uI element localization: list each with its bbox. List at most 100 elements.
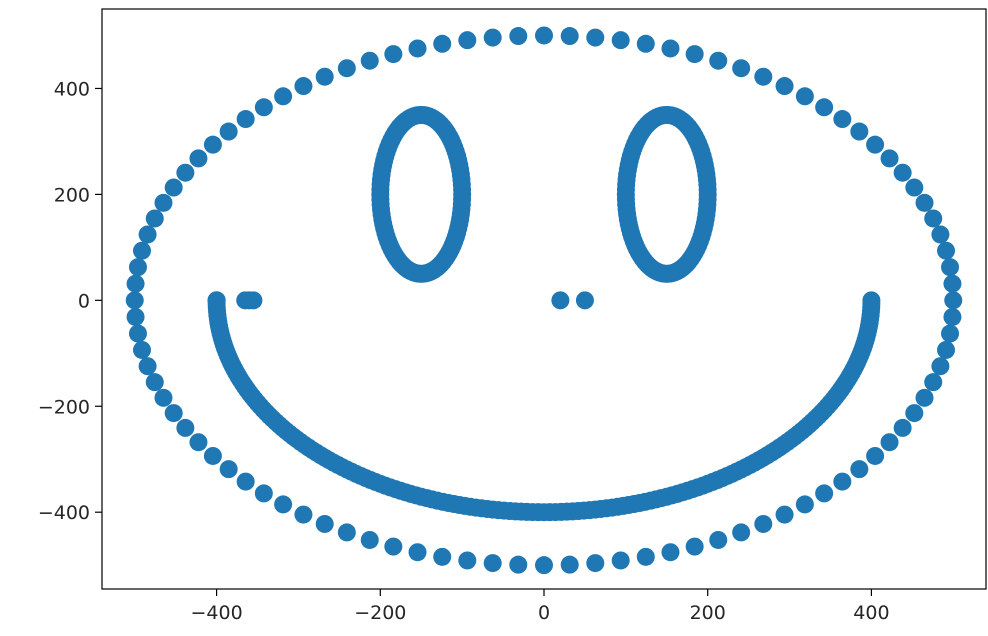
scatter-point	[880, 433, 899, 452]
scatter-point	[685, 537, 704, 556]
scatter-point	[207, 291, 226, 310]
scatter-point	[483, 28, 502, 47]
scatter-point	[866, 446, 885, 465]
scatter-point	[754, 67, 773, 86]
scatter-point	[360, 51, 379, 70]
scatter-point	[203, 135, 222, 154]
scatter-point	[458, 31, 477, 50]
scatter-point	[274, 87, 293, 106]
scatter-point	[244, 291, 263, 310]
scatter-point	[862, 291, 881, 310]
scatter-point	[219, 122, 238, 141]
scatter-point	[732, 523, 751, 542]
scatter-point	[636, 34, 655, 53]
scatter-point	[154, 193, 173, 212]
scatter-point	[128, 258, 147, 277]
scatter-point	[408, 543, 427, 562]
scatter-point	[775, 77, 794, 96]
scatter-point	[941, 258, 960, 277]
plot-frame	[101, 8, 987, 590]
scatter-point	[203, 446, 222, 465]
scatter-point	[915, 193, 934, 212]
y-tick-label: 400	[54, 78, 90, 100]
scatter-point	[132, 340, 151, 359]
x-tick-label: 400	[853, 602, 889, 624]
scatter-point	[236, 110, 255, 129]
x-tick-label: 200	[690, 602, 726, 624]
scatter-point	[294, 77, 313, 96]
scatter-point	[880, 149, 899, 168]
left-eye-ellipse-series	[371, 105, 472, 283]
scatter-point	[586, 554, 605, 573]
scatter-point	[315, 514, 334, 533]
scatter-point	[937, 241, 956, 260]
scatter-point	[176, 163, 195, 182]
mouth-lower-half-circle-series	[207, 291, 881, 522]
scatter-point	[709, 530, 728, 549]
scatter-point	[661, 543, 680, 562]
scatter-point	[145, 209, 164, 228]
scatter-point	[483, 554, 502, 573]
scatter-point	[754, 514, 773, 533]
scatter-point	[944, 291, 963, 310]
mouth-left-corner-points-series	[207, 291, 263, 310]
scatter-point	[509, 27, 528, 46]
scatter-point	[893, 163, 912, 182]
scatter-point	[937, 340, 956, 359]
x-tick-label: −200	[354, 602, 406, 624]
scatter-point	[384, 537, 403, 556]
scatter-point	[176, 418, 195, 437]
scatter-point	[685, 45, 704, 64]
scatter-point	[408, 39, 427, 58]
scatter-point	[132, 241, 151, 260]
scatter-point	[833, 110, 852, 129]
scatter-point	[360, 530, 379, 549]
scatter-point	[189, 149, 208, 168]
scatter-point	[931, 225, 950, 244]
scatter-point	[586, 28, 605, 47]
scatter-point	[611, 31, 630, 50]
scatter-point	[126, 274, 145, 293]
x-axis: −400 −200 0 200 400	[190, 589, 890, 624]
scatter-point	[943, 274, 962, 293]
y-tick-label: 200	[54, 184, 90, 206]
y-tick-label: 0	[78, 290, 90, 312]
scatter-point	[815, 484, 834, 503]
center-points-series	[551, 291, 594, 310]
scatter-point	[315, 67, 334, 86]
scatter-point	[164, 178, 183, 197]
scatter-point	[154, 388, 173, 407]
scatter-point	[337, 59, 356, 78]
scatter-point	[795, 495, 814, 514]
scatter-point	[905, 404, 924, 423]
scatter-point	[661, 39, 680, 58]
scatter-point	[924, 373, 943, 392]
scatter-point	[850, 122, 869, 141]
scatter-point	[254, 98, 273, 117]
scatter-point	[698, 190, 717, 209]
x-tick-label: 0	[538, 602, 550, 624]
scatter-point	[775, 505, 794, 524]
scatter-point	[274, 495, 293, 514]
scatter-point	[138, 225, 157, 244]
scatter-point	[709, 51, 728, 70]
scatter-point	[254, 484, 273, 503]
scatter-point	[125, 291, 144, 310]
scatter-point	[236, 472, 255, 491]
scatter-point	[189, 433, 208, 452]
scatter-points	[125, 26, 963, 575]
scatter-point	[560, 555, 579, 574]
scatter-point	[164, 404, 183, 423]
scatter-point	[433, 547, 452, 566]
y-tick-label: −400	[38, 502, 90, 524]
scatter-point	[815, 98, 834, 117]
scatter-point	[795, 87, 814, 106]
y-tick-label: −200	[38, 396, 90, 418]
scatter-point	[126, 307, 145, 326]
scatter-point	[575, 291, 594, 310]
scatter-point	[535, 26, 553, 45]
scatter-point	[941, 324, 960, 343]
scatter-point	[866, 135, 885, 154]
scatter-point	[535, 556, 553, 575]
